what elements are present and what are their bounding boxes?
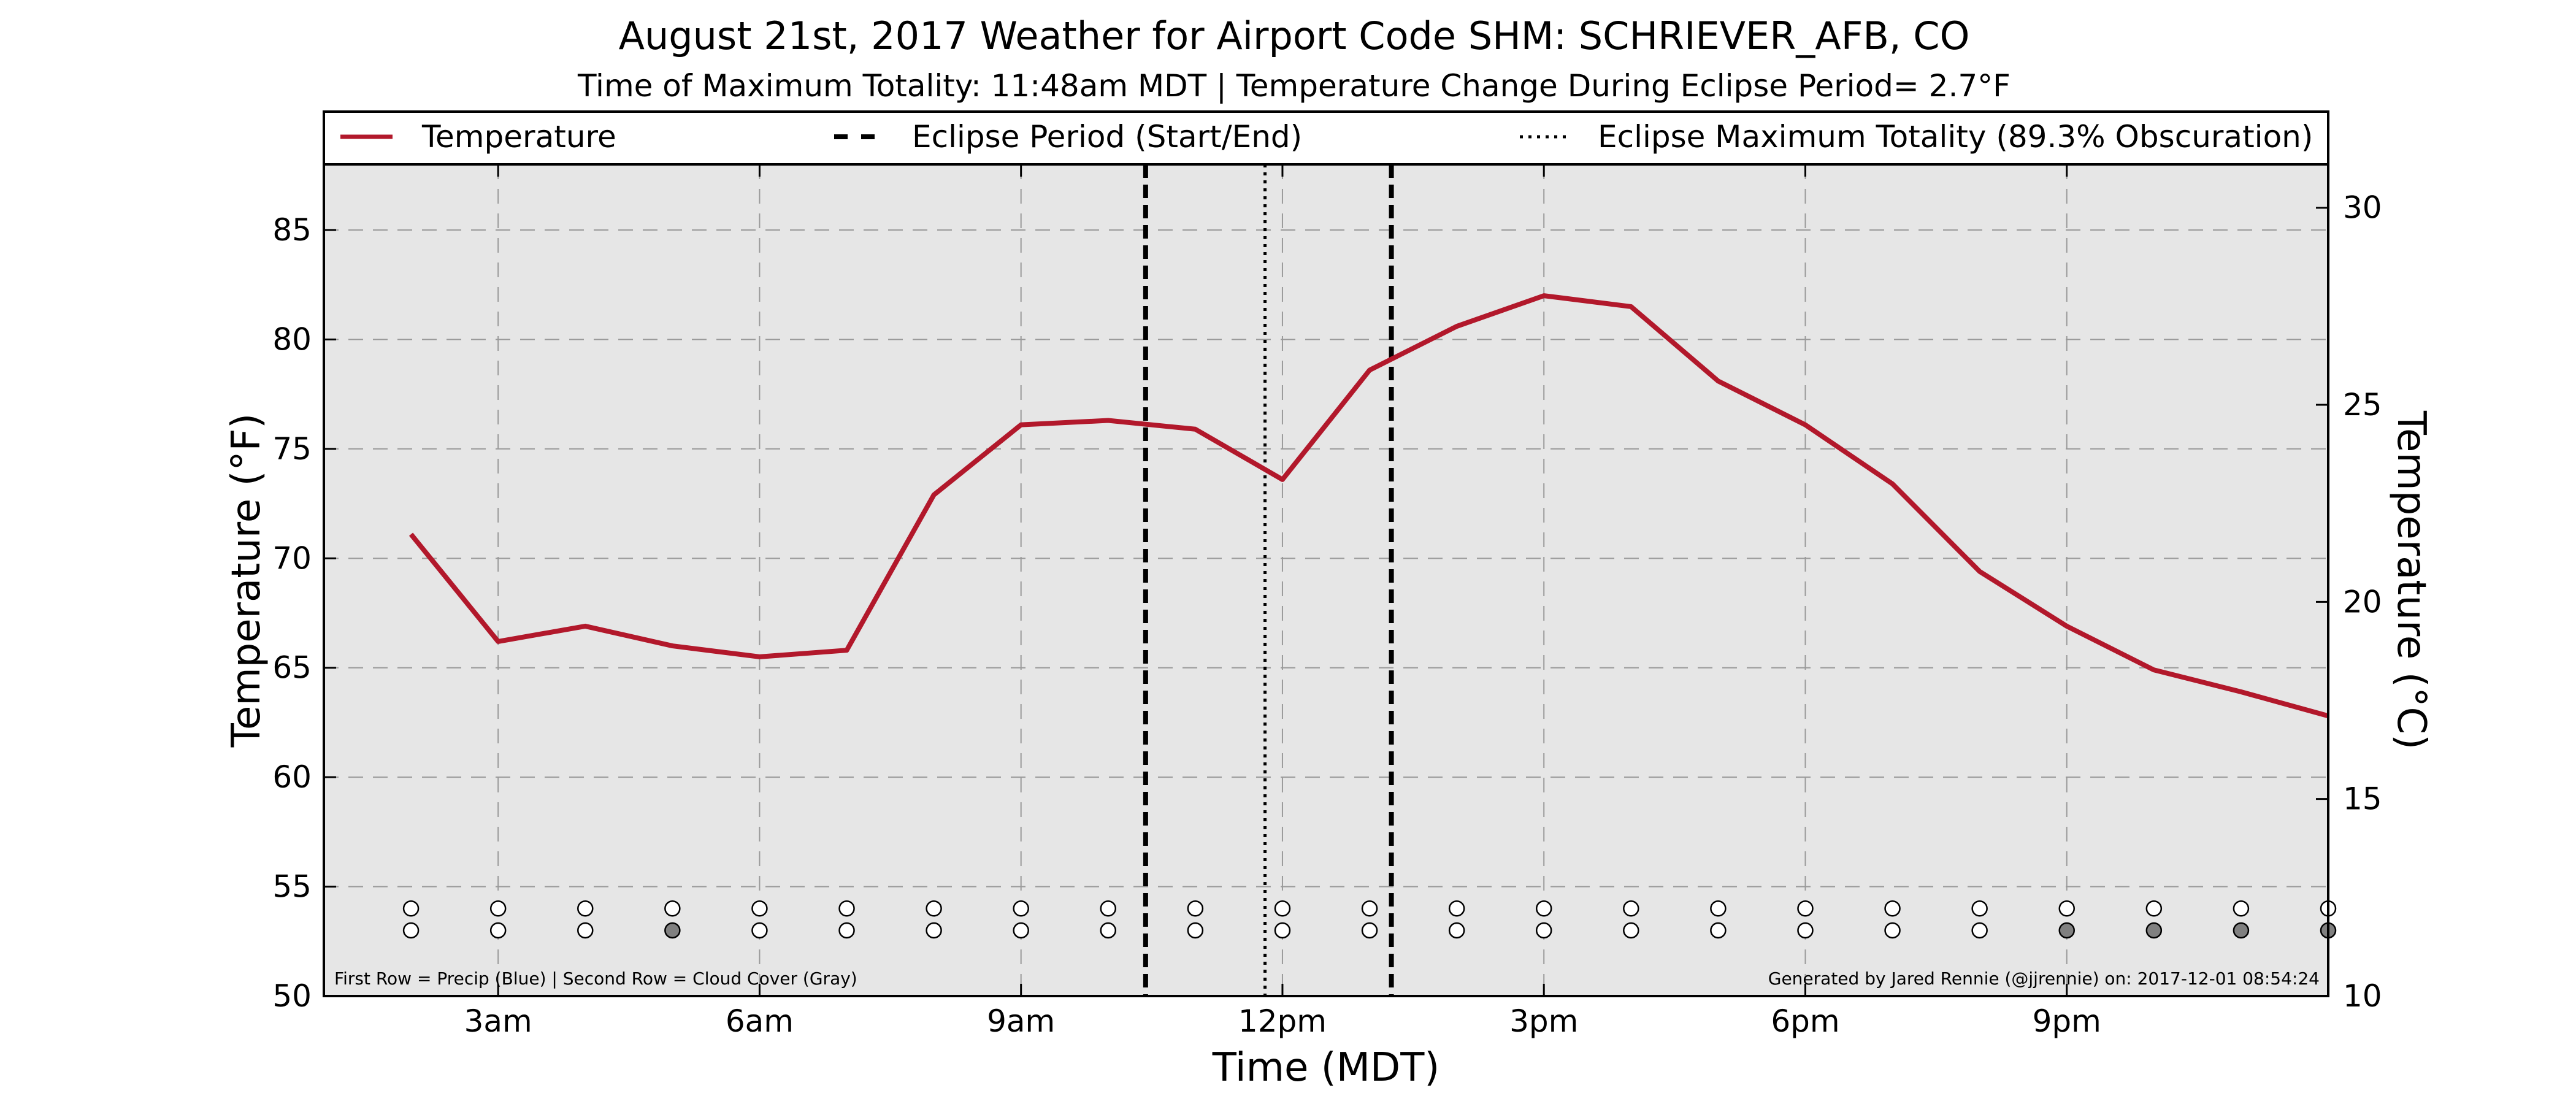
precip-marker [1710, 900, 1727, 917]
precip-marker [838, 900, 855, 917]
x-tick-label: 6am [726, 1003, 794, 1039]
cloud-cover-marker [1884, 922, 1901, 939]
cloud-cover-marker [1361, 922, 1378, 939]
cloud-cover-marker [838, 922, 855, 939]
x-tick-label: 6pm [1771, 1003, 1839, 1039]
precip-marker [664, 900, 681, 917]
eclipse-lines [1143, 164, 1394, 996]
cloud-cover-marker [1623, 922, 1639, 939]
precip-marker [1187, 900, 1204, 917]
cloud-cover-marker [1797, 922, 1814, 939]
precip-marker [2058, 900, 2075, 917]
cloud-cover-marker [664, 922, 681, 939]
precip-marker [1100, 900, 1117, 917]
grid [324, 164, 2328, 996]
legend-box [323, 110, 2329, 166]
precip-marker [489, 900, 507, 917]
precip-marker [1884, 900, 1901, 917]
precip-marker [1361, 900, 1378, 917]
chart-subtitle: Time of Maximum Totality: 11:48am MDT | … [577, 68, 2011, 104]
y-axis-label-right: Temperature (°C) [2388, 410, 2434, 749]
precip-marker [1448, 900, 1465, 917]
cloud-cover-marker [1971, 922, 1988, 939]
cloud-cover-marker [489, 922, 507, 939]
cloud-cover-marker [1448, 922, 1465, 939]
x-tick-label: 12pm [1238, 1003, 1327, 1039]
precip-marker [1274, 900, 1291, 917]
x-tick-label: 3pm [1509, 1003, 1578, 1039]
y-tick-label: 85 [272, 212, 312, 248]
y-right-tick-label: 30 [2343, 190, 2382, 226]
legend-temperature-label: Temperature [421, 119, 616, 155]
y-tick-label: 60 [272, 759, 312, 795]
cloud-cover-marker [1100, 922, 1117, 939]
precip-marker [751, 900, 768, 917]
temperature-line [408, 293, 2329, 719]
cloud-cover-marker [577, 922, 594, 939]
temperature-series [408, 293, 2329, 719]
y-right-tick-label: 15 [2343, 781, 2382, 817]
chart-title: August 21st, 2017 Weather for Airport Co… [619, 13, 1970, 58]
y-right-tick-label: 25 [2343, 387, 2382, 423]
precip-marker [1971, 900, 1988, 917]
cloud-cover-marker [926, 922, 942, 939]
y-tick-label: 50 [272, 978, 312, 1014]
precip-marker [2145, 900, 2163, 917]
precip-marker [1535, 900, 1552, 917]
y-tick-label: 75 [272, 431, 312, 467]
y-tick-label: 55 [272, 869, 312, 905]
precip-marker [1797, 900, 1814, 917]
x-axis-label: Time (MDT) [1212, 1045, 1440, 1091]
cloud-cover-marker [1013, 922, 1029, 939]
legend-eclipse-max-label: Eclipse Maximum Totality (89.3% Obscurat… [1598, 119, 2313, 155]
cloud-cover-marker [402, 922, 420, 939]
footnote-left: First Row = Precip (Blue) | Second Row =… [334, 968, 857, 989]
legend-eclipse-period-label: Eclipse Period (Start/End) [912, 119, 1302, 155]
precip-marker [577, 900, 594, 917]
y-tick-label: 80 [272, 321, 312, 357]
plot-area [324, 164, 2328, 996]
footnote-right: Generated by Jared Rennie (@jjrennie) on… [1768, 968, 2320, 989]
precip-marker [1013, 900, 1029, 917]
x-tick-label: 9am [987, 1003, 1055, 1039]
y-right-tick-label: 20 [2343, 584, 2382, 619]
x-tick-label: 9pm [2033, 1003, 2101, 1039]
precip-marker [1623, 900, 1639, 917]
cloud-cover-marker [1187, 922, 1204, 939]
precip-marker [2233, 900, 2250, 917]
y-right-tick-label: 10 [2343, 978, 2382, 1014]
cloud-cover-marker [2145, 922, 2163, 939]
precip-marker [402, 900, 420, 917]
precip-marker [926, 900, 942, 917]
plot-frame [323, 163, 2329, 997]
cloud-cover-marker [1710, 922, 1727, 939]
cloud-cover-marker [2233, 922, 2250, 939]
cloud-cover-marker [1274, 922, 1291, 939]
y-axis-label-left: Temperature (°F) [224, 413, 269, 748]
ticks: 3am 6am 9am 12pm 3pm 6pm 9pm 50 55 60 65 70 75 80 85 10… [272, 164, 2382, 1039]
y-tick-label: 70 [272, 540, 312, 576]
x-tick-label: 3am [464, 1003, 532, 1039]
cloud-cover-marker [751, 922, 768, 939]
y-tick-label: 65 [272, 650, 312, 686]
cloud-cover-marker [2058, 922, 2075, 939]
cloud-cover-marker [1535, 922, 1552, 939]
